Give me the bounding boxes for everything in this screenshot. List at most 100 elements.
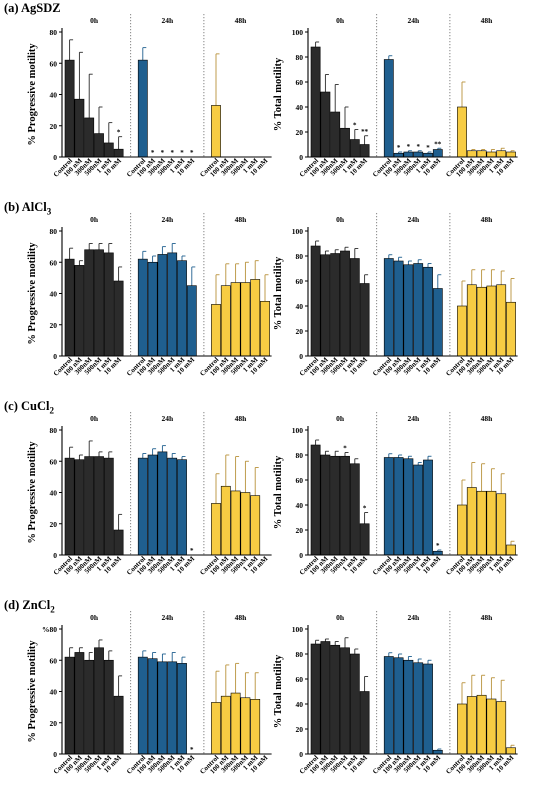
chart-d-total-motility: % Total motility0204060801000hControl100… <box>273 611 518 776</box>
significance-star: * <box>343 445 347 453</box>
bar <box>349 653 360 755</box>
bar <box>157 254 168 357</box>
bar <box>64 258 75 357</box>
y-tick-label: 60 <box>296 476 304 485</box>
bar <box>506 151 516 158</box>
bar <box>457 305 467 357</box>
group-label-0h: 0h <box>336 613 345 622</box>
chart-a-progressive-motility: % Progressive motility0204060800hControl… <box>27 14 272 179</box>
y-axis-label: % Total motility <box>273 654 284 728</box>
group-label-0h: 0h <box>90 215 99 224</box>
bar <box>359 523 370 556</box>
bar <box>64 457 75 556</box>
bar <box>423 459 433 556</box>
significance-star: * <box>363 505 367 513</box>
bar <box>476 694 487 755</box>
bar <box>496 284 507 357</box>
bar <box>157 661 168 755</box>
bar <box>177 459 187 556</box>
bar <box>413 464 424 556</box>
y-tick-label: 60 <box>296 675 304 684</box>
panel-a: (a) AgSDZ % Progressive motility 0 20 40 60 8… <box>0 0 550 199</box>
chart-c-progressive-motility: % Progressive motility0204060800hControl… <box>27 412 272 577</box>
bar <box>340 127 350 158</box>
bar <box>74 459 85 556</box>
panel-c: (c) CuCl2 % Progressive motility 0 20 40 60 8… <box>0 398 550 597</box>
bar <box>167 661 178 755</box>
y-tick-label: 20 <box>296 327 304 336</box>
bar <box>103 659 114 755</box>
bar <box>403 151 414 158</box>
bar <box>211 503 221 556</box>
chart-b-total-motility: % Total motility0204060801000hControl100… <box>273 213 518 378</box>
significance-star: * <box>436 542 440 550</box>
bar <box>496 701 507 755</box>
y-tick-label: 40 <box>50 290 58 299</box>
bar <box>476 490 487 556</box>
y-tick-label: 0 <box>53 352 57 361</box>
y-tick-label: 80 <box>50 426 58 435</box>
bar <box>94 249 104 357</box>
significance-star: * <box>151 149 155 157</box>
bar <box>423 152 433 158</box>
group-label-48h: 48h <box>481 613 494 622</box>
y-tick-label: 80 <box>50 227 58 236</box>
bar <box>349 139 360 158</box>
bar <box>211 304 221 357</box>
y-tick-label: 0 <box>299 153 303 162</box>
bar <box>94 456 104 556</box>
y-tick-label: 20 <box>296 128 304 137</box>
bar <box>113 529 124 556</box>
bar <box>186 285 197 357</box>
y-tick-label: 40 <box>50 91 58 100</box>
bar <box>393 657 404 755</box>
y-tick-label: 20 <box>296 725 304 734</box>
bar <box>94 133 104 158</box>
y-axis-label: % Progressive motility <box>27 640 38 743</box>
bar <box>506 747 516 755</box>
y-tick-label: 100 <box>292 625 304 634</box>
bar <box>250 495 261 556</box>
bar <box>466 487 477 556</box>
bar <box>113 148 124 158</box>
bar <box>403 458 414 556</box>
y-tick-label: 80 <box>296 650 304 659</box>
bar <box>423 266 433 357</box>
chart-a-total-motility: % Total motility0204060801000hControl100… <box>273 14 518 179</box>
y-tick-label: 60 <box>50 656 58 665</box>
y-tick-label: 0 <box>53 750 57 759</box>
bar <box>383 59 394 158</box>
significance-star: * <box>117 129 121 137</box>
group-label-48h: 48h <box>235 16 248 25</box>
bar <box>167 457 178 556</box>
group-label-24h: 24h <box>407 16 420 25</box>
bar <box>147 261 158 357</box>
bar <box>457 106 467 158</box>
bar <box>260 301 270 357</box>
bar <box>330 253 341 357</box>
group-label-48h: 48h <box>481 414 494 423</box>
panel-b-label: (b) AlCl3 <box>4 200 52 217</box>
y-tick-label: 0 <box>299 352 303 361</box>
bar <box>113 280 124 357</box>
group-label-24h: 24h <box>161 16 174 25</box>
bar <box>383 457 394 556</box>
significance-star: * <box>170 149 174 157</box>
y-tick-label: 40 <box>296 103 304 112</box>
bar <box>84 456 95 556</box>
group-label-24h: 24h <box>161 215 174 224</box>
bar <box>84 249 95 357</box>
bar <box>167 252 178 357</box>
bar <box>240 492 251 556</box>
group-label-24h: 24h <box>407 613 420 622</box>
significance-star: * <box>397 144 401 152</box>
y-tick-label: %80 <box>42 625 57 634</box>
y-tick-label: 100 <box>292 227 304 236</box>
bar <box>432 288 443 357</box>
significance-star: * <box>190 149 194 157</box>
bar <box>74 98 85 158</box>
y-tick-label: 20 <box>50 122 58 131</box>
chart-b-progressive-motility: % Progressive motility0204060800hControl… <box>27 213 272 378</box>
y-axis-label: % Progressive motility <box>27 242 38 345</box>
group-label-0h: 0h <box>336 215 345 224</box>
